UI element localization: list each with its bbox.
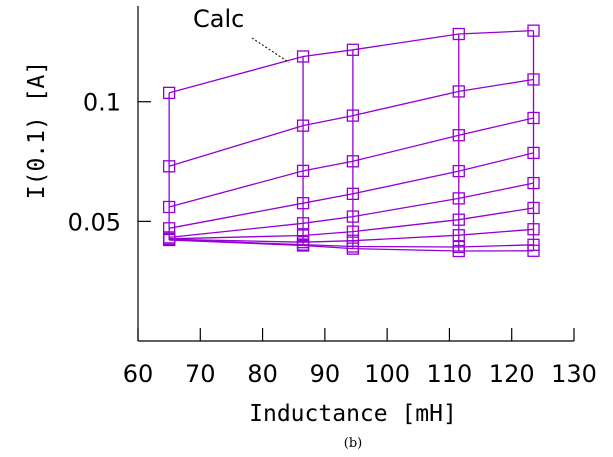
series-line-1: [168, 29, 534, 94]
y-axis-title: I(0.1) [A]: [24, 61, 50, 199]
data-point-marker: [346, 210, 360, 223]
x-axis-title: Inductance [mH]: [249, 401, 457, 427]
series-line-4: [168, 152, 534, 229]
data-point-marker: [162, 86, 176, 100]
data-point-marker: [452, 213, 465, 226]
data-point-marker: [296, 119, 310, 132]
data-point-marker: [527, 201, 540, 215]
data-point-marker: [296, 164, 310, 178]
ticks: 60 70 80 90 100 110 120 130 0.05 0.1: [68, 89, 597, 388]
data-point-marker: [346, 43, 360, 56]
series-group: [168, 29, 534, 252]
series-line-9: [169, 239, 534, 252]
data-point-marker: [296, 197, 310, 210]
data-point-marker: [452, 229, 465, 242]
data-point-marker: [296, 229, 310, 242]
markers-group: [162, 24, 540, 258]
series-line-3: [168, 117, 534, 208]
x-tick-label: 70: [185, 360, 216, 388]
data-point-marker: [452, 192, 465, 205]
data-point-marker: [527, 223, 540, 236]
annotation-label: Calc: [193, 5, 244, 33]
data-point-marker: [527, 24, 540, 37]
x-tick-label: 60: [123, 360, 154, 388]
data-point-marker: [452, 244, 465, 258]
data-point-marker: [452, 164, 465, 178]
data-point-marker: [346, 187, 360, 200]
series-line-5: [169, 182, 534, 239]
x-tick-label: 110: [427, 360, 473, 388]
data-point-marker: [162, 200, 176, 214]
axes: [137, 6, 574, 342]
data-point-marker: [296, 239, 310, 252]
data-point-marker: [346, 225, 360, 238]
figure-caption: (b): [344, 436, 362, 451]
data-point-marker: [527, 146, 540, 160]
data-point-marker: [346, 242, 360, 255]
data-point-marker: [527, 176, 540, 190]
data-point-marker: [296, 50, 310, 63]
data-point-marker: [346, 155, 360, 168]
data-point-marker: [527, 244, 540, 257]
data-point-marker: [162, 233, 176, 247]
data-point-marker: [452, 85, 465, 98]
x-tick-label: 130: [551, 360, 597, 388]
x-tick-label: 120: [489, 360, 535, 388]
data-point-marker: [527, 111, 540, 125]
data-point-marker: [162, 160, 176, 173]
x-tick-label: 100: [364, 360, 410, 388]
series-line-6: [169, 207, 534, 240]
y-tick-label: 0.05: [68, 208, 121, 236]
annotation-leader-line: [251, 37, 290, 63]
data-point-marker: [527, 73, 540, 86]
data-point-marker: [296, 217, 310, 230]
x-tick-label: 80: [247, 360, 278, 388]
data-point-marker: [452, 129, 465, 142]
y-tick-label: 0.1: [83, 89, 121, 117]
x-tick-label: 90: [310, 360, 341, 388]
data-point-marker: [346, 109, 360, 122]
data-point-marker: [452, 27, 465, 41]
series-line-2: [168, 78, 534, 167]
